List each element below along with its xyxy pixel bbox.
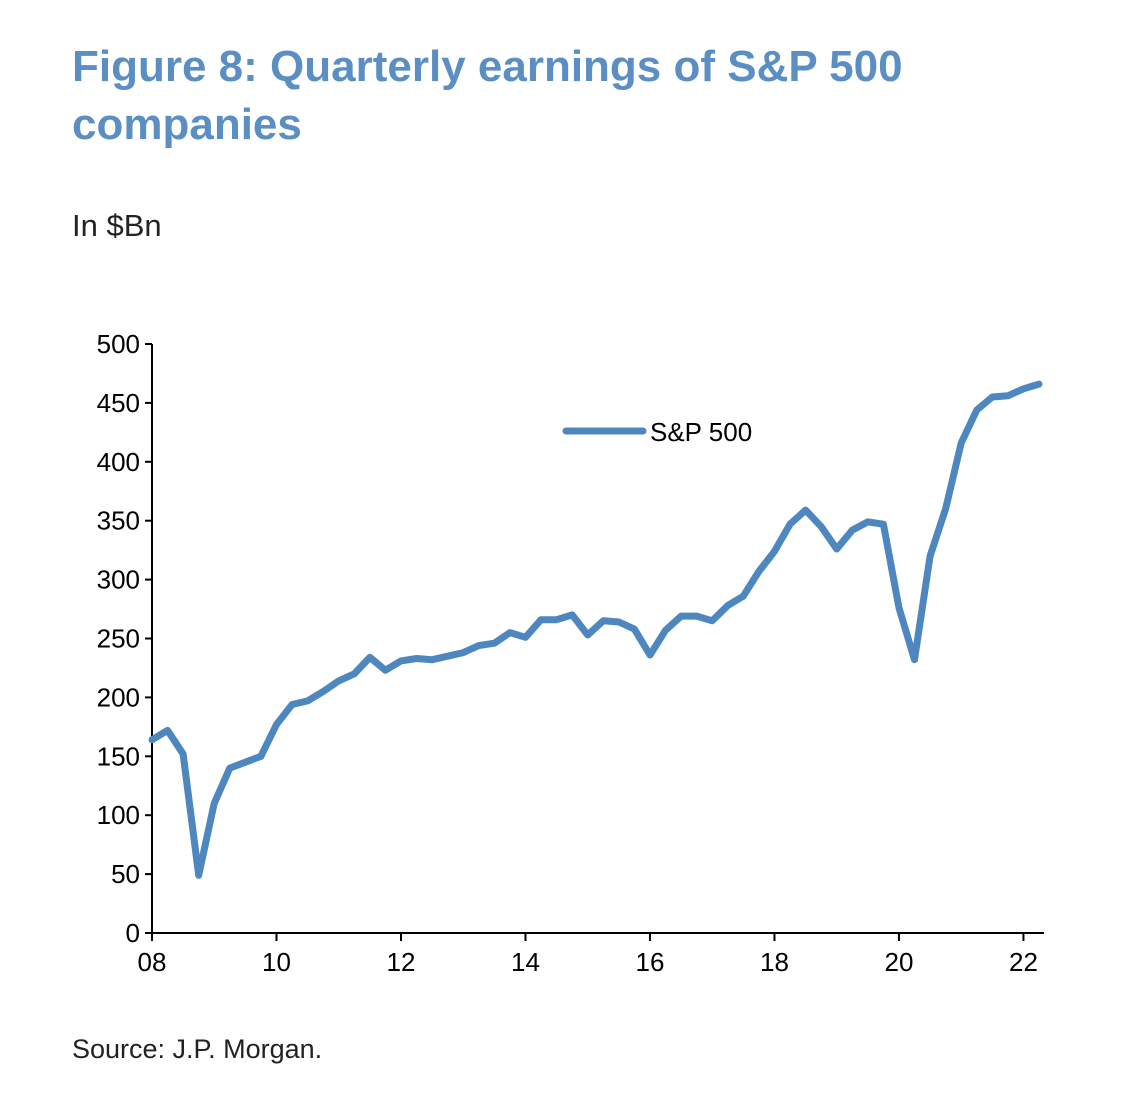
y-tick-label: 350 [97, 506, 140, 536]
x-tick-label: 18 [760, 947, 789, 977]
y-tick-label: 50 [111, 859, 140, 889]
y-tick-label: 300 [97, 565, 140, 595]
y-tick-label: 200 [97, 682, 140, 712]
y-tick-label: 0 [126, 918, 140, 948]
y-tick-label: 400 [97, 447, 140, 477]
series-line-sp500 [148, 380, 1043, 879]
legend: S&P 500 [562, 417, 752, 447]
y-axis: 0 50 100 150 200 250 300 350 400 450 500 [97, 329, 153, 948]
x-tick-label: 08 [138, 947, 167, 977]
y-tick-label: 250 [97, 624, 140, 654]
x-axis: 08 10 12 14 16 18 20 22 [138, 932, 1044, 977]
x-tick-label: 20 [885, 947, 914, 977]
units-label: In $Bn [72, 208, 162, 243]
figure-title: Figure 8: Quarterly earnings of S&P 500 … [72, 42, 903, 149]
y-tick-label: 450 [97, 388, 140, 418]
series-group [148, 380, 1043, 879]
x-tick-label: 16 [636, 947, 665, 977]
x-tick-label: 12 [387, 947, 416, 977]
line-chart: 0 50 100 150 200 250 300 350 400 450 500 08 10 12 14 1… [97, 329, 1044, 977]
x-tick-label: 22 [1009, 947, 1038, 977]
y-tick-label: 100 [97, 800, 140, 830]
x-tick-label: 10 [262, 947, 291, 977]
legend-label-sp500: S&P 500 [650, 417, 752, 447]
y-tick-label: 500 [97, 329, 140, 359]
x-tick-label: 14 [511, 947, 540, 977]
source-note: Source: J.P. Morgan. [72, 1034, 323, 1064]
y-tick-label: 150 [97, 741, 140, 771]
